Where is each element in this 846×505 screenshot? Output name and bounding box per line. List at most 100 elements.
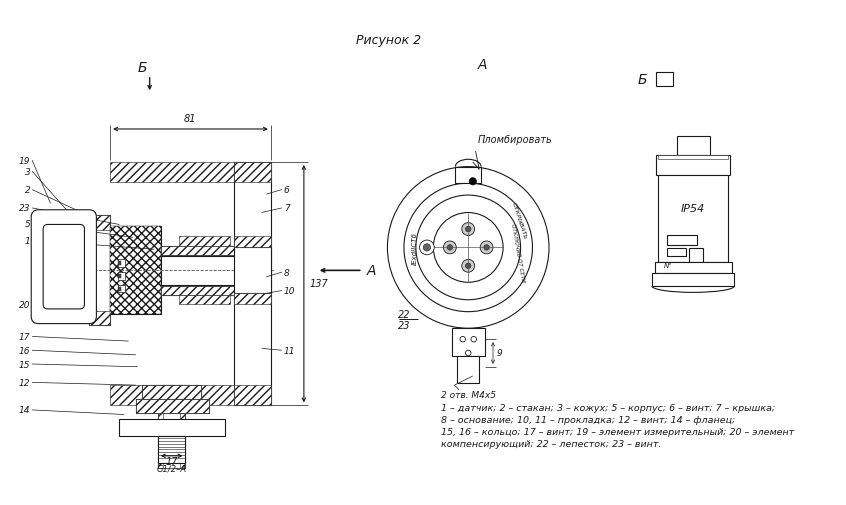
Bar xyxy=(656,156,730,176)
Text: компенсирующий; 22 – лепесток; 23 – винт.: компенсирующий; 22 – лепесток; 23 – винт… xyxy=(441,439,661,448)
Text: 15, 16 – кольцо; 17 – винт; 19 – элемент измерительный; 20 – элемент: 15, 16 – кольцо; 17 – винт; 19 – элемент… xyxy=(441,428,794,436)
Bar xyxy=(161,246,234,255)
Text: 9: 9 xyxy=(497,349,503,358)
Bar xyxy=(136,399,209,413)
Bar xyxy=(677,137,710,156)
Bar xyxy=(158,436,185,463)
Text: Рисунок 2: Рисунок 2 xyxy=(356,33,421,46)
Bar xyxy=(158,385,185,468)
Bar xyxy=(110,227,161,314)
Bar xyxy=(658,176,728,263)
Bar xyxy=(234,248,271,294)
Text: 81: 81 xyxy=(184,114,196,124)
Bar xyxy=(163,385,180,468)
Bar xyxy=(161,246,234,255)
Text: 19: 19 xyxy=(19,157,30,165)
Bar xyxy=(234,163,271,406)
Circle shape xyxy=(423,244,431,251)
Bar xyxy=(89,216,110,230)
Circle shape xyxy=(465,264,471,269)
Circle shape xyxy=(433,213,503,283)
Text: 10: 10 xyxy=(283,286,295,295)
Circle shape xyxy=(470,178,476,186)
Text: G1/2–A: G1/2–A xyxy=(157,463,187,472)
Text: IP54: IP54 xyxy=(681,204,706,214)
Bar xyxy=(110,227,161,314)
Bar xyxy=(455,167,481,184)
Bar xyxy=(118,262,121,265)
Text: 23: 23 xyxy=(19,204,30,213)
Text: 5: 5 xyxy=(25,220,30,229)
Text: 20: 20 xyxy=(19,300,30,309)
Text: Б: Б xyxy=(638,73,647,87)
Circle shape xyxy=(462,260,475,273)
Circle shape xyxy=(447,245,453,250)
Text: ОТКРЫВАТЬ: ОТКРЫВАТЬ xyxy=(510,201,527,239)
Text: 15: 15 xyxy=(19,360,30,369)
Bar xyxy=(234,385,271,406)
Text: 6: 6 xyxy=(283,186,289,195)
Text: 8 – основание; 10, 11 – прокладка; 12 – винт; 14 – фланец;: 8 – основание; 10, 11 – прокладка; 12 – … xyxy=(441,416,735,425)
Text: 3: 3 xyxy=(25,167,30,176)
Text: 2: 2 xyxy=(25,186,30,195)
Bar xyxy=(118,273,125,280)
Bar xyxy=(658,156,728,160)
Bar xyxy=(89,216,110,326)
Bar xyxy=(110,163,271,183)
Bar xyxy=(179,237,229,246)
Text: 14: 14 xyxy=(19,406,30,415)
Bar xyxy=(89,311,110,326)
Bar xyxy=(655,263,732,274)
Circle shape xyxy=(416,196,520,300)
Text: 16: 16 xyxy=(19,346,30,355)
Circle shape xyxy=(465,350,471,356)
Bar xyxy=(118,285,125,293)
Text: 17: 17 xyxy=(166,456,178,466)
Text: 23: 23 xyxy=(398,321,410,331)
Bar xyxy=(158,385,185,468)
Text: IExdIICT6: IExdIICT6 xyxy=(412,231,418,265)
FancyBboxPatch shape xyxy=(43,225,85,309)
Text: Пломбировать: Пломбировать xyxy=(477,135,552,145)
Text: ОТКЛЮЧИВ ОТ СЕТИ: ОТКЛЮЧИВ ОТ СЕТИ xyxy=(510,223,525,282)
Circle shape xyxy=(465,227,471,232)
Text: 137: 137 xyxy=(310,279,328,289)
Circle shape xyxy=(387,167,549,329)
Circle shape xyxy=(462,223,475,236)
Circle shape xyxy=(484,245,489,250)
Text: 8: 8 xyxy=(283,268,289,277)
Bar xyxy=(667,236,697,245)
Bar xyxy=(118,287,121,291)
Bar xyxy=(452,329,485,356)
Bar xyxy=(161,256,236,285)
Circle shape xyxy=(404,184,532,312)
Bar xyxy=(118,260,125,267)
Bar xyxy=(119,419,225,436)
Bar xyxy=(136,399,209,413)
Text: 2 отв. М4х5: 2 отв. М4х5 xyxy=(441,390,496,399)
Text: N°: N° xyxy=(664,262,673,268)
Bar xyxy=(234,163,271,183)
Bar xyxy=(161,286,234,295)
Bar xyxy=(161,286,234,295)
Bar xyxy=(179,295,229,305)
Bar xyxy=(110,385,271,406)
Circle shape xyxy=(460,337,465,342)
Bar xyxy=(234,294,271,305)
Text: 12: 12 xyxy=(19,378,30,387)
Bar xyxy=(667,249,686,256)
Text: 1 – датчик; 2 – стакан; 3 – кожух; 5 – корпус; 6 – винт; 7 – крышка;: 1 – датчик; 2 – стакан; 3 – кожух; 5 – к… xyxy=(441,403,775,413)
Bar xyxy=(689,249,703,263)
Text: А: А xyxy=(477,58,486,72)
Bar xyxy=(234,237,271,248)
Bar xyxy=(118,275,121,278)
Bar xyxy=(656,73,673,87)
Bar xyxy=(651,274,734,286)
Bar xyxy=(457,356,479,383)
Text: 22: 22 xyxy=(398,309,410,319)
Text: A: A xyxy=(367,264,376,278)
FancyBboxPatch shape xyxy=(31,211,96,324)
Bar xyxy=(142,385,201,399)
Circle shape xyxy=(471,337,476,342)
Text: 17: 17 xyxy=(19,332,30,341)
